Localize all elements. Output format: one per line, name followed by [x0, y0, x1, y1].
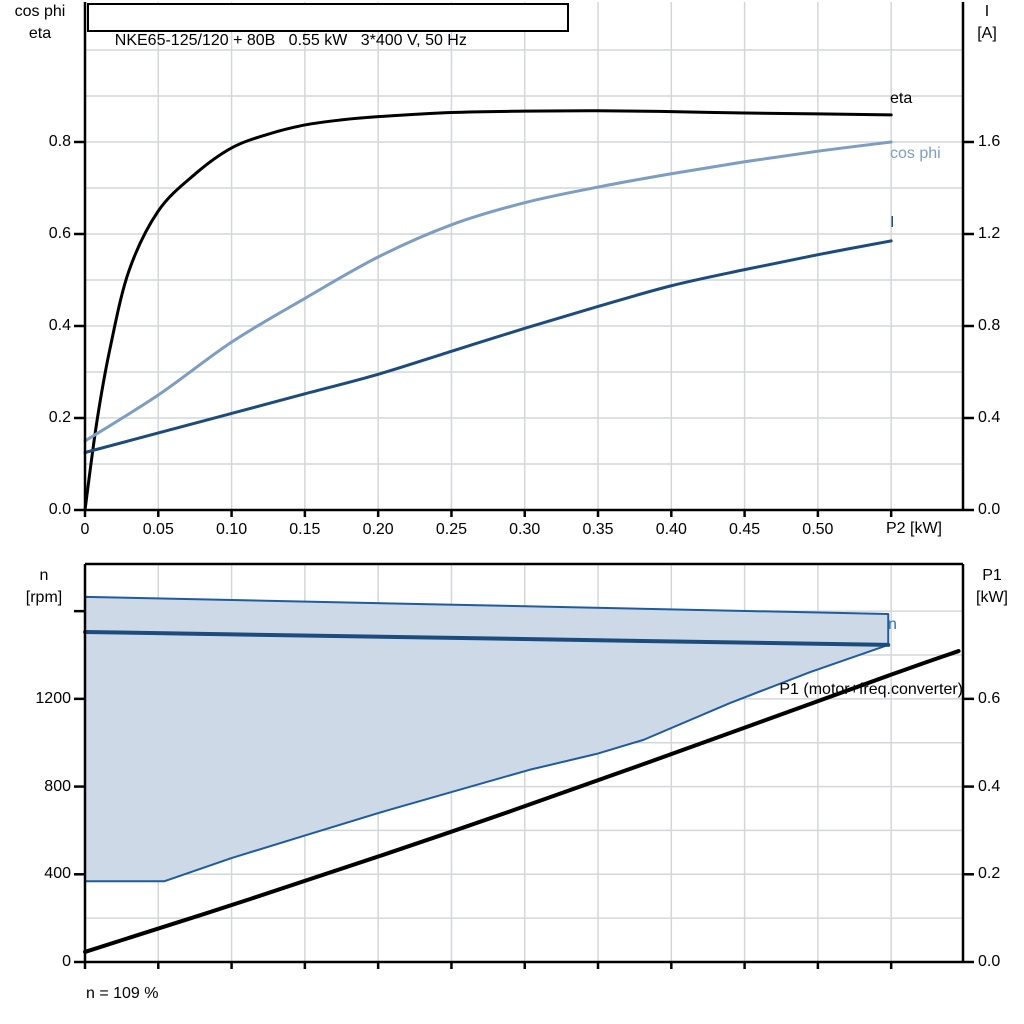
x-axis-tick-label: 0.35: [582, 521, 614, 538]
right-axis-tick-label: 0.8: [978, 317, 1001, 334]
top-left-axis-title-line2: eta: [28, 25, 52, 42]
bottom-left-axis-title-line1: n: [39, 567, 49, 584]
speed-power-chart-frame: [74, 562, 974, 969]
I-curve: [83, 239, 893, 454]
x-axis-tick-label: 0.10: [215, 521, 248, 538]
eta-curve: [83, 109, 893, 512]
top-right-axis-title-line2: [A]: [977, 25, 997, 42]
x-axis-tick-label: 0.15: [289, 521, 321, 538]
n-curve: [83, 629, 891, 647]
left-axis-tick-label: 0.6: [48, 224, 71, 242]
cos-phi-curve-label: cos phi: [890, 145, 941, 162]
right-axis-tick-label: 0.0: [978, 501, 1001, 518]
left-axis-tick-label: 1200: [35, 689, 71, 707]
speed-percentage-note: n = 109 %: [86, 985, 159, 1002]
right-axis-tick-label: 0.0: [978, 953, 1001, 970]
left-axis-tick-label: 0.4: [48, 316, 71, 334]
chart-title: NKE65-125/120 + 80B 0.55 kW 3*400 V, 50 …: [114, 32, 467, 49]
right-axis-tick-label: 1.6: [978, 133, 1001, 150]
x-axis-tick-label: 0.30: [509, 521, 541, 538]
left-axis-tick-label: 0.0: [48, 501, 71, 518]
x-axis-title: P2 [kW]: [885, 520, 942, 537]
left-axis-tick-label: 400: [44, 865, 71, 883]
right-axis-tick-label: 0.4: [978, 409, 1001, 426]
speed-curve-label: n: [888, 616, 897, 633]
left-axis-tick-label: 0.2: [48, 408, 71, 426]
P1 (motor+freq.converter)-curve: [83, 649, 961, 954]
x-axis-tick-label: 0.50: [802, 521, 834, 538]
p2-performance-chart-frame: [74, 2, 974, 517]
p2-performance-chart-gridlines: [85, 2, 963, 510]
left-axis-tick-label: 800: [44, 777, 71, 795]
top-left-axis-title-line1: cos phi: [14, 3, 66, 20]
right-axis-tick-label: 0.2: [978, 865, 1001, 883]
bottom-left-axis-title-line2: [rpm]: [25, 589, 63, 606]
right-axis-tick-label: 0.4: [978, 777, 1001, 795]
chart-title-box: NKE65-125/120 + 80B 0.55 kW 3*400 V, 50 …: [87, 3, 569, 49]
speed-range-area: [84, 595, 890, 883]
x-axis-tick-label: 0.45: [729, 521, 761, 538]
eta-curve-label: eta: [890, 90, 913, 107]
cos phi-curve: [83, 140, 893, 443]
x-axis-tick-label: 0.40: [655, 521, 687, 538]
current-curve-label: I: [890, 214, 895, 231]
bottom-right-axis-title-line1: P1: [982, 567, 1002, 584]
x-axis-tick-label: 0.20: [362, 521, 394, 538]
p2-performance-chart: [74, 2, 974, 517]
right-axis-tick-label: 0.6: [978, 689, 1001, 707]
p1-curve-label: P1 (motor+freq.converter): [779, 681, 963, 698]
x-axis-tick-label: 0: [80, 521, 90, 538]
speed-power-chart: [74, 562, 974, 969]
x-axis-tick-label: 0.25: [435, 521, 467, 538]
left-axis-tick-label: 0.8: [48, 132, 71, 150]
right-axis-tick-label: 1.2: [978, 225, 1001, 242]
left-axis-tick-label: 0: [62, 953, 71, 970]
top-right-axis-title-line1: I: [984, 3, 990, 20]
x-axis-tick-label: 0.05: [142, 521, 174, 538]
bottom-right-axis-title-line2: [kW]: [976, 589, 1008, 606]
